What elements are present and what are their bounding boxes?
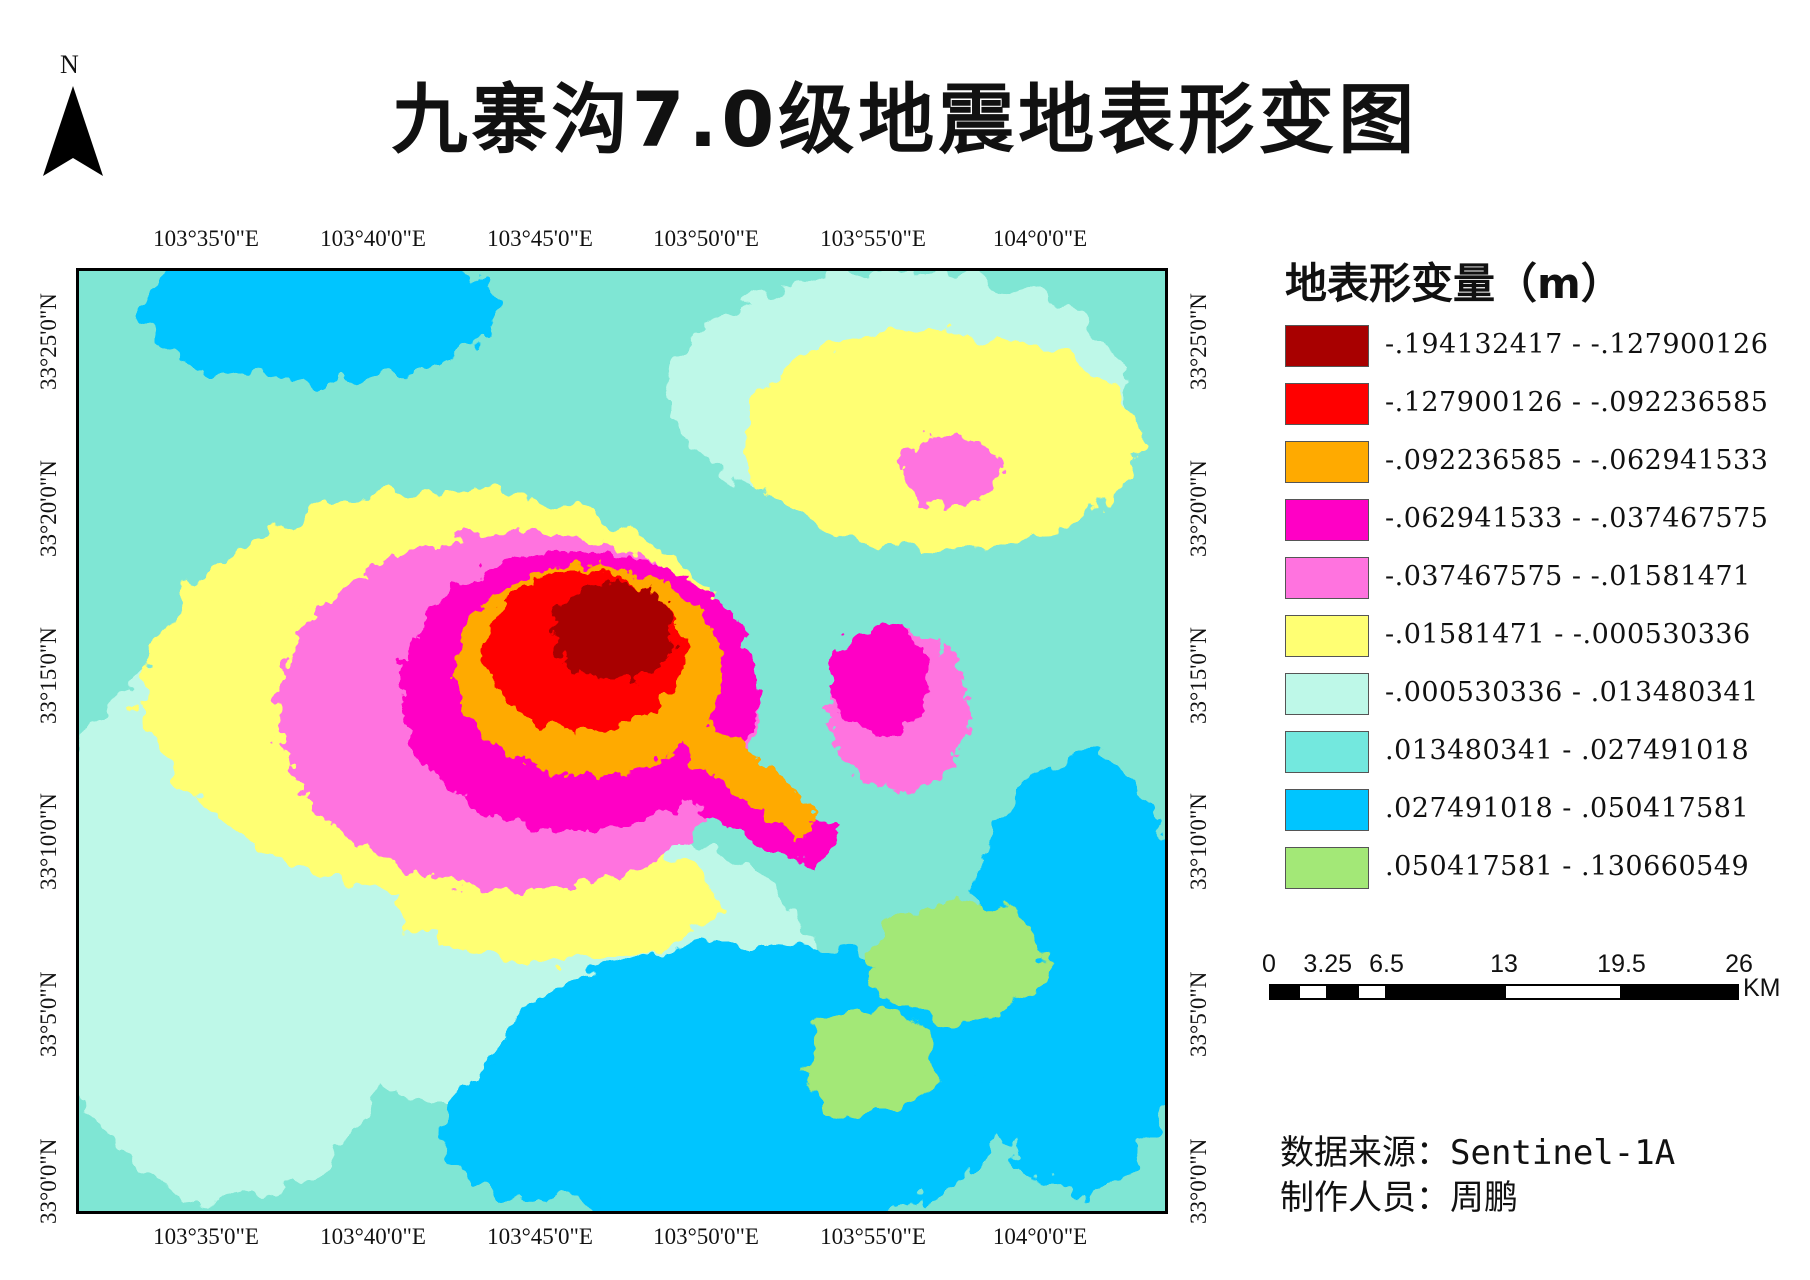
legend-label: -.062941533 - -.037467575	[1385, 503, 1769, 534]
author-value: 周鹏	[1450, 1178, 1518, 1218]
deformation-map	[76, 268, 1168, 1214]
longitude-label: 104°0'0"E	[992, 1224, 1088, 1249]
latitude-label: 33°0'0"N	[36, 1138, 61, 1224]
legend-label: .027491018 - .050417581	[1385, 793, 1750, 824]
legend-swatch	[1285, 325, 1369, 367]
scale-tick-label: 3.25	[1303, 950, 1353, 978]
scale-segment	[1327, 984, 1358, 1000]
legend-title: 地表形变量（m）	[1285, 259, 1623, 308]
legend-swatch	[1285, 557, 1369, 599]
legend-label: -.000530336 - .013480341	[1385, 677, 1759, 708]
legend-label: -.037467575 - -.01581471	[1385, 561, 1751, 592]
longitude-label: 103°45'0"E	[487, 226, 593, 251]
legend-swatch	[1285, 441, 1369, 483]
scale-segment	[1357, 984, 1387, 1000]
legend-label: -.092236585 - -.062941533	[1385, 445, 1769, 476]
latitude-label: 33°15'0"N	[1186, 627, 1211, 724]
scale-segment	[1269, 984, 1299, 1000]
author-line: 制作人员：周鹏	[1280, 1170, 1518, 1219]
legend-swatch	[1285, 847, 1369, 889]
latitude-label: 33°25'0"N	[36, 293, 61, 390]
scale-segment	[1621, 984, 1739, 1000]
data-source-value: Sentinel-1A	[1450, 1133, 1676, 1173]
scale-segment	[1386, 984, 1504, 1000]
latitude-label: 33°5'0"N	[1186, 971, 1211, 1057]
legend-label: -.01581471 - -.000530336	[1385, 619, 1751, 650]
longitude-label: 104°0'0"E	[992, 226, 1088, 251]
latitude-label: 33°20'0"N	[36, 460, 61, 557]
north-arrow: N	[38, 50, 108, 180]
longitude-label: 103°55'0"E	[820, 226, 926, 251]
latitude-label: 33°5'0"N	[36, 971, 61, 1057]
legend-label: .050417581 - .130660549	[1385, 851, 1750, 882]
north-arrow-icon	[43, 86, 103, 176]
longitude-label: 103°35'0"E	[153, 226, 259, 251]
scale-segment	[1504, 984, 1622, 1000]
scale-tick-label: 13	[1490, 950, 1518, 978]
scale-segment	[1298, 984, 1328, 1000]
longitude-label: 103°45'0"E	[487, 1224, 593, 1249]
legend-label: .013480341 - .027491018	[1385, 735, 1750, 766]
longitude-label: 103°50'0"E	[653, 226, 759, 251]
data-source-label: 数据来源：	[1280, 1133, 1450, 1173]
legend-label: -.127900126 - -.092236585	[1385, 387, 1769, 418]
legend-swatch	[1285, 731, 1369, 773]
longitude-label: 103°55'0"E	[820, 1224, 926, 1249]
deformation-raster	[79, 271, 1165, 1211]
north-label: N	[60, 50, 79, 79]
legend-swatch	[1285, 615, 1369, 657]
longitude-label: 103°40'0"E	[320, 1224, 426, 1249]
author-label: 制作人员：	[1280, 1178, 1450, 1218]
longitude-label: 103°35'0"E	[153, 1224, 259, 1249]
scale-tick-label: 26	[1725, 950, 1753, 978]
longitude-label: 103°40'0"E	[320, 226, 426, 251]
map-title: 九寨沟7.0级地震地表形变图	[391, 75, 1419, 164]
legend-swatch	[1285, 789, 1369, 831]
legend-swatch	[1285, 673, 1369, 715]
legend-label: -.194132417 - -.127900126	[1385, 329, 1769, 360]
latitude-label: 33°10'0"N	[36, 793, 61, 890]
scale-unit: KM	[1743, 974, 1781, 1002]
latitude-label: 33°25'0"N	[1186, 293, 1211, 390]
latitude-label: 33°20'0"N	[1186, 460, 1211, 557]
scale-tick-label: 0	[1262, 950, 1276, 978]
scale-tick-label: 6.5	[1369, 950, 1404, 978]
longitude-label: 103°50'0"E	[653, 1224, 759, 1249]
data-source-line: 数据来源：Sentinel-1A	[1280, 1125, 1675, 1174]
latitude-label: 33°0'0"N	[1186, 1138, 1211, 1224]
scale-bar: KM 0 3.25 6.5 13 19.5 26	[1262, 950, 1785, 1010]
legend-swatch	[1285, 383, 1369, 425]
latitude-label: 33°10'0"N	[1186, 793, 1211, 890]
legend-swatch	[1285, 499, 1369, 541]
scale-tick-label: 19.5	[1597, 950, 1646, 978]
latitude-label: 33°15'0"N	[36, 627, 61, 724]
